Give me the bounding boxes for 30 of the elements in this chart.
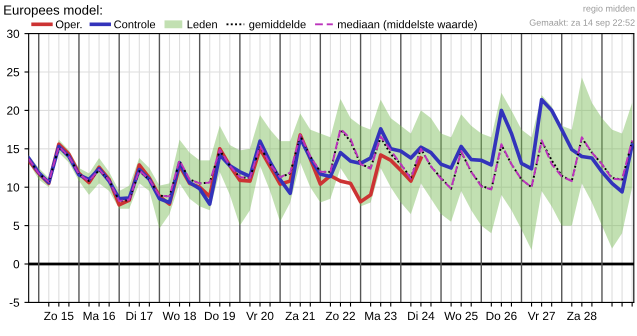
y-tick-label: 0: [14, 260, 20, 268]
x-tick-label: Ma 16: [84, 312, 115, 320]
legend-label: Oper.: [56, 20, 82, 30]
chart-title: Europees model:: [4, 5, 102, 18]
x-tick-label: Vr 27: [528, 312, 555, 320]
x-tick-label: Zo 22: [326, 312, 355, 320]
legend-label: gemiddelde: [249, 20, 306, 30]
text: Gemaakt: za 14 sep 22:52: [530, 19, 635, 28]
legend-label: Controle: [114, 20, 156, 28]
x-tick-label: Do 19: [204, 312, 235, 320]
x-tick-label: Ma 23: [365, 312, 397, 320]
y-tick-label: 5: [14, 222, 20, 230]
text: regio midden: [584, 5, 635, 14]
y-tick-label: 10: [7, 183, 20, 192]
x-tick-label: Di 24: [408, 311, 434, 320]
y-tick-label: -5: [10, 298, 20, 307]
x-tick-label: Wo 25: [444, 312, 478, 320]
y-tick-label: 30: [6, 30, 20, 38]
legend-label: Leden: [188, 20, 217, 28]
y-tick-label: 20: [7, 106, 20, 115]
x-tick-label: Wo 18: [162, 312, 196, 320]
x-tick-label: Zo 15: [44, 312, 74, 320]
x-tick-label: Di 17: [126, 311, 152, 320]
y-tick-label: 25: [7, 68, 20, 76]
legend-label: mediaan (middelste waarde): [338, 20, 477, 30]
x-tick-label: Za 28: [567, 312, 596, 320]
x-tick-label: Do 26: [486, 312, 517, 320]
x-tick-label: Vr 20: [246, 312, 274, 320]
x-tick-label: Za 21: [286, 312, 315, 320]
y-tick-label: 15: [7, 144, 20, 154]
